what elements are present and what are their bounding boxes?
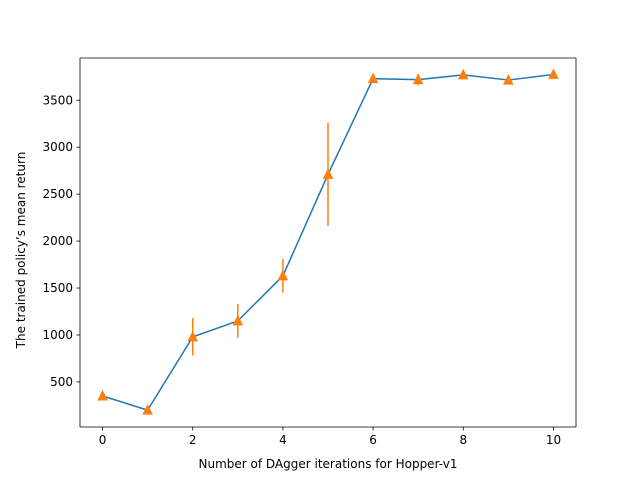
plot-area (97, 68, 559, 415)
x-axis-label: Number of DAgger iterations for Hopper-v… (199, 457, 458, 471)
x-tick-label: 0 (99, 433, 107, 447)
x-tick-label: 8 (459, 433, 467, 447)
data-point-marker (457, 68, 469, 80)
data-point-marker (97, 389, 108, 401)
axes: 0 2 4 6 8 10 500 1000 1500 2000 2500 3000 3500 (42, 57, 577, 447)
data-point-marker (322, 168, 334, 179)
y-tick-label: 3500 (42, 93, 73, 107)
data-point-marker (142, 403, 153, 415)
x-tick-label: 6 (369, 433, 377, 447)
x-tick-label: 4 (279, 433, 287, 447)
y-tick-label: 3000 (42, 140, 73, 154)
y-tick-label: 2500 (42, 187, 73, 201)
data-point-marker (277, 269, 289, 281)
y-tick-label: 500 (50, 375, 73, 389)
data-point-marker (232, 314, 244, 326)
x-tick-label: 10 (546, 433, 561, 447)
y-tick-label: 1000 (42, 328, 73, 342)
data-point-marker (503, 73, 514, 85)
x-tick-label: 2 (189, 433, 197, 447)
data-point-marker (187, 330, 199, 342)
y-tick-label: 2000 (42, 234, 73, 248)
data-point-marker (412, 73, 424, 85)
y-tick-label: 1500 (42, 281, 73, 295)
data-point-marker (367, 72, 379, 84)
data-point-marker (548, 68, 559, 79)
y-axis-label: The trained policy’s mean return (14, 152, 28, 350)
